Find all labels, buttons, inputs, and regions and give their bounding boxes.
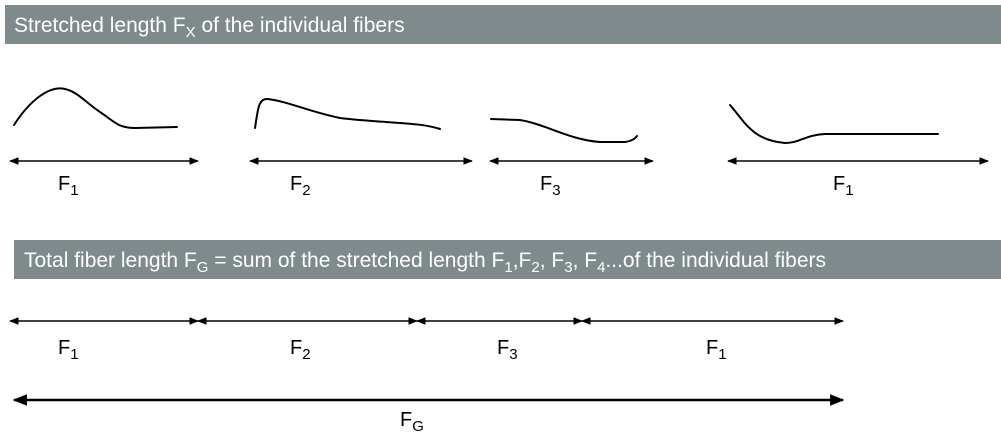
- subscript: 3: [564, 259, 572, 276]
- subscript: X: [186, 24, 196, 41]
- subscript: 1: [70, 346, 78, 363]
- label: F3: [540, 173, 561, 199]
- subscript: 2: [302, 182, 310, 199]
- header-part: , F: [573, 249, 598, 272]
- subscript: 3: [509, 346, 517, 363]
- fiber-curve: [490, 118, 638, 143]
- fiber-curve: [13, 87, 178, 130]
- header-text: Total fiber length FG = sum of the stret…: [24, 249, 826, 276]
- header-part: ...of the individual fibers: [605, 249, 826, 272]
- header-part: Total fiber length F: [24, 249, 197, 272]
- subscript: 1: [504, 259, 512, 276]
- header-text: Stretched length FX of the individual fi…: [14, 14, 405, 41]
- subscript: G: [412, 418, 424, 435]
- label-letter: F: [290, 337, 302, 359]
- header-part: , F: [540, 249, 565, 272]
- header-part: ,F: [513, 249, 532, 272]
- fiber-curve: [254, 97, 441, 130]
- label: F1: [58, 337, 79, 363]
- subscript: G: [197, 259, 209, 276]
- header-part: = sum of the stretched length F: [208, 249, 504, 272]
- subscript: 2: [531, 259, 539, 276]
- label-letter: F: [400, 409, 412, 431]
- header-part: Stretched length F: [14, 14, 186, 37]
- header-part: of the individual fibers: [196, 14, 405, 37]
- header-bar: [14, 240, 1001, 279]
- label-letter: F: [58, 337, 70, 359]
- label-letter: F: [497, 337, 509, 359]
- subscript: 1: [70, 182, 78, 199]
- label-letter: F: [540, 173, 552, 195]
- label: F1: [833, 173, 854, 199]
- fiber-curve: [729, 104, 939, 145]
- subscript: 1: [718, 346, 726, 363]
- subscript: 4: [597, 259, 605, 276]
- label: F2: [290, 337, 311, 363]
- label: F1: [706, 337, 727, 363]
- label: FG: [400, 409, 424, 435]
- label-letter: F: [833, 173, 845, 195]
- subscript: 2: [302, 346, 310, 363]
- label: F3: [497, 337, 518, 363]
- subscript: 1: [845, 182, 853, 199]
- label: F1: [58, 173, 79, 199]
- label-letter: F: [290, 173, 302, 195]
- subscript: 3: [552, 182, 560, 199]
- label-letter: F: [706, 337, 718, 359]
- label-letter: F: [58, 173, 70, 195]
- label: F2: [290, 173, 311, 199]
- header-bar: [5, 5, 1001, 44]
